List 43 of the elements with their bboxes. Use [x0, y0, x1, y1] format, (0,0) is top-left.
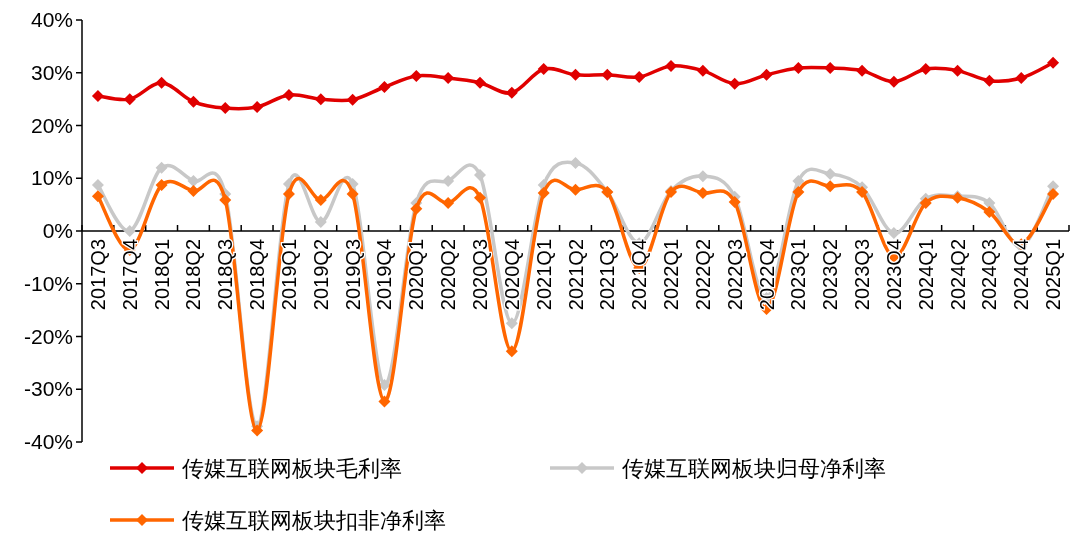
y-tick-label: 30%: [30, 60, 73, 84]
x-tick-label: 2023Q4: [882, 239, 905, 311]
legend-label: 传媒互联网板块归母净利率: [622, 456, 886, 481]
x-tick-label: 2022Q4: [755, 239, 778, 311]
y-tick-label: 10%: [30, 166, 73, 190]
x-tick-label: 2021Q3: [596, 239, 619, 311]
x-tick-label: 2019Q4: [373, 239, 396, 311]
x-tick-label: 2019Q2: [309, 239, 332, 311]
x-tick-label: 2024Q1: [914, 239, 937, 311]
y-tick-label: 40%: [30, 8, 73, 31]
x-tick-label: 2020Q1: [405, 239, 428, 311]
legend-label: 传媒互联网板块扣非净利率: [182, 508, 446, 533]
x-tick-label: 2024Q2: [946, 239, 969, 311]
x-tick-label: 2017Q3: [86, 239, 109, 311]
y-tick-label: 0%: [42, 219, 73, 242]
x-tick-label: 2018Q1: [150, 239, 173, 311]
y-tick-label: -10%: [23, 271, 73, 295]
x-tick-label: 2019Q3: [341, 239, 364, 311]
x-tick-label: 2017Q4: [118, 239, 141, 311]
x-tick-label: 2024Q4: [1010, 239, 1033, 311]
x-tick-label: 2020Q3: [468, 239, 491, 311]
x-tick-label: 2019Q1: [277, 239, 300, 311]
x-tick-label: 2020Q4: [500, 239, 523, 311]
x-tick-label: 2018Q2: [182, 239, 205, 311]
y-tick-label: -40%: [23, 430, 73, 453]
x-tick-label: 2021Q2: [564, 239, 587, 311]
x-tick-label: 2024Q3: [978, 239, 1001, 311]
x-tick-label: 2023Q1: [787, 239, 810, 311]
x-tick-label: 2023Q2: [819, 239, 842, 311]
y-tick-label: -20%: [23, 324, 73, 348]
x-tick-label: 2021Q1: [532, 239, 555, 311]
y-tick-label: -30%: [23, 377, 73, 401]
legend-label: 传媒互联网板块毛利率: [182, 456, 402, 481]
x-tick-label: 2020Q2: [437, 239, 460, 311]
x-tick-label: 2022Q1: [660, 239, 683, 311]
x-tick-label: 2018Q3: [214, 239, 237, 311]
x-tick-label: 2018Q4: [246, 239, 269, 311]
y-tick-label: 20%: [30, 113, 73, 137]
x-tick-label: 2022Q2: [691, 239, 714, 311]
x-tick-label: 2021Q4: [628, 239, 651, 311]
x-tick-label: 2022Q3: [723, 239, 746, 311]
x-tick-label: 2023Q3: [851, 239, 874, 311]
x-tick-label: 2025Q1: [1042, 239, 1065, 311]
